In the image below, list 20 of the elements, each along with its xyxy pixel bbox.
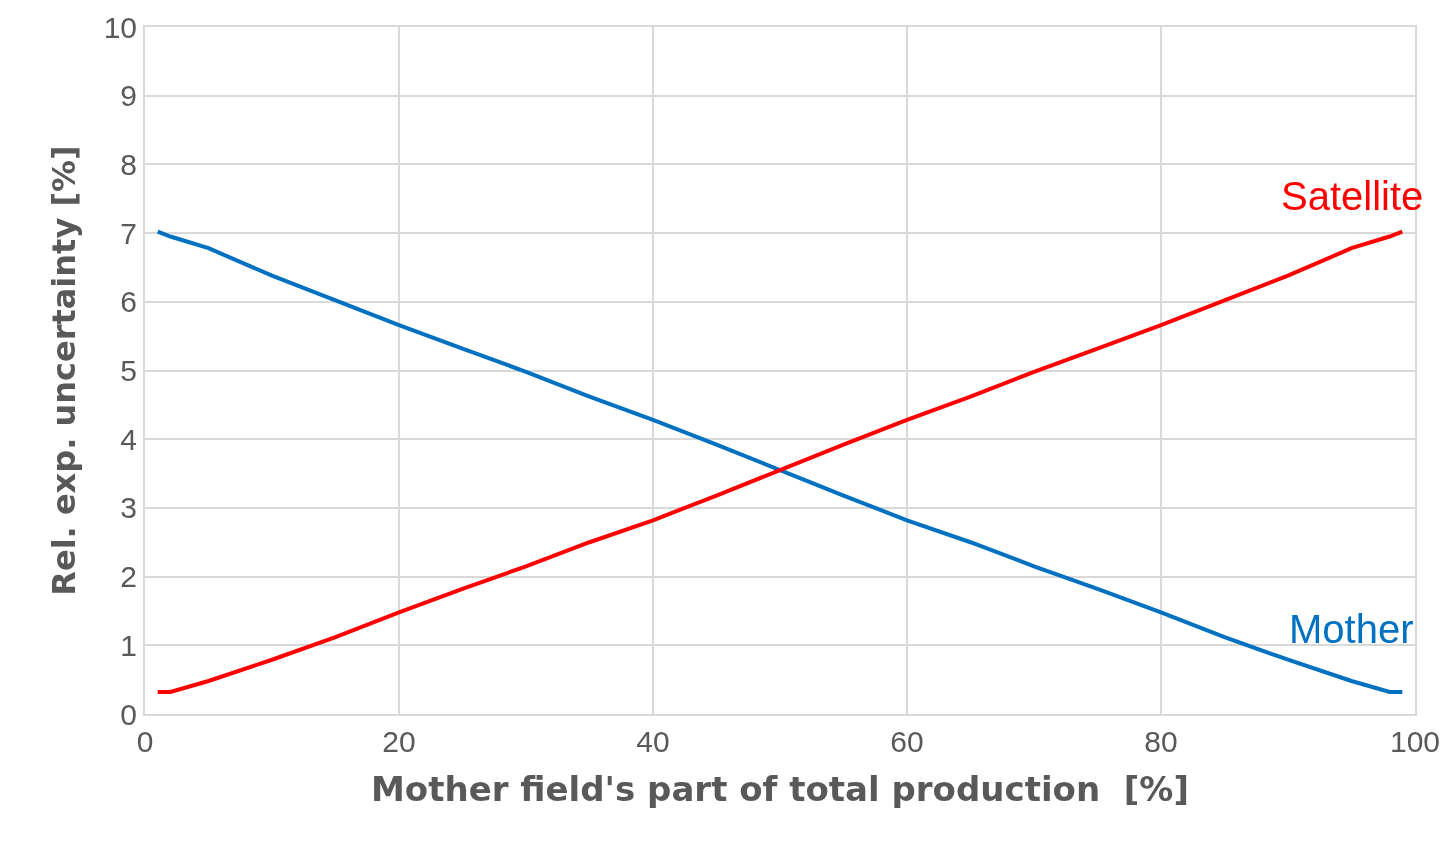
y-tick-label: 7	[120, 216, 137, 250]
y-tick-label: 2	[120, 560, 137, 594]
x-axis-title: Mother field's part of total production [%]	[371, 768, 1189, 809]
x-tick-label: 40	[636, 725, 670, 758]
y-axis-title: Rel. exp. uncertainty [%]	[45, 145, 84, 596]
series-label: Satellite	[1281, 174, 1424, 218]
y-tick-label: 5	[120, 354, 137, 387]
y-tick-label: 6	[120, 285, 137, 319]
y-tick-label: 9	[120, 79, 137, 113]
y-tick-label: 4	[120, 422, 137, 456]
x-tick-label: 60	[890, 725, 924, 758]
y-tick-label: 1	[120, 628, 137, 662]
x-tick-label: 20	[382, 725, 416, 758]
y-tick-label: 3	[120, 491, 137, 525]
y-tick-label: 0	[120, 697, 137, 731]
y-tick-label: 10	[103, 10, 137, 44]
y-tick-label: 8	[120, 147, 137, 181]
series-label: Mother	[1289, 607, 1414, 651]
x-tick-label: 80	[1144, 725, 1178, 758]
x-tick-label: 100	[1389, 725, 1441, 758]
